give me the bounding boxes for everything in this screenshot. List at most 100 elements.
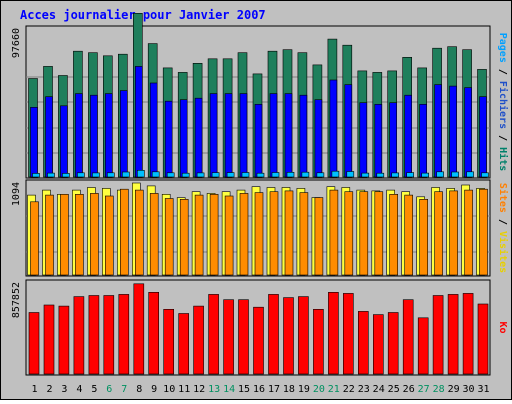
x-tick-label-11: 11 [178,384,190,395]
bar-ko-day-25 [387,312,399,375]
bar-sites-day-20 [314,197,324,276]
bar-fichiers-day-11 [179,99,188,178]
x-tick-label-18: 18 [283,384,295,395]
bar-sites-day-17 [269,191,279,276]
bar-pages-day-25 [391,172,400,178]
bar-ko-day-10 [163,308,174,375]
bar-pages-day-19 [301,171,310,178]
bar-pages-day-5 [92,172,100,178]
bar-sites-day-4 [75,194,84,276]
x-tick-label-24: 24 [373,384,385,395]
bar-pages-day-3 [62,173,70,178]
y-tick-label-ko: 857852 [11,282,22,318]
bar-ko-day-9 [148,291,159,375]
bar-ko-day-18 [283,297,294,375]
x-tick-label-25: 25 [388,384,400,395]
x-tick-label-23: 23 [358,384,370,395]
series-fichiers [30,66,487,178]
bar-pages-day-4 [77,172,85,178]
bar-fichiers-day-2 [45,96,53,178]
bar-sites-day-27 [419,199,429,276]
bar-fichiers-day-14 [224,93,233,178]
side-label-visites-sites: Sites / Visites [497,183,509,273]
side-label-pages-files-hits-part-4: Hits [497,147,509,171]
bar-ko-day-4 [73,296,85,375]
side-label-pages-files-hits: Pages / Fichiers / Hits [497,33,509,172]
bar-ko-day-7 [118,294,130,375]
x-tick-label-30: 30 [462,384,474,395]
bar-fichiers-day-27 [419,104,428,178]
bar-pages-day-16 [256,172,265,178]
side-label-visites-sites-part-1: / [497,213,508,231]
bar-fichiers-day-4 [75,93,83,178]
chart-title: Acces journalier pour Janvier 2007 [20,8,266,22]
bar-sites-day-22 [344,191,354,276]
bar-fichiers-day-1 [30,107,38,178]
bar-sites-day-29 [449,190,458,276]
bar-sites-day-18 [284,190,294,276]
bar-fichiers-day-9 [149,82,158,178]
x-tick-label-1: 1 [31,384,37,395]
bar-fichiers-day-12 [194,97,203,178]
x-tick-label-3: 3 [61,384,67,395]
side-label-visites-sites-part-2: Visites [497,231,509,273]
bar-ko-day-11 [178,313,189,375]
bar-pages-day-1 [32,173,40,178]
bar-sites-day-15 [239,193,249,276]
x-tick-label-8: 8 [136,384,142,395]
bar-pages-day-27 [421,172,430,178]
bar-fichiers-day-5 [90,94,98,178]
x-tick-label-13: 13 [208,384,220,395]
series-sites [30,188,488,276]
bar-pages-day-22 [346,171,355,178]
bar-sites-day-6 [105,195,114,276]
bar-ko-day-21 [328,291,339,375]
bar-pages-day-26 [406,172,415,178]
bar-sites-day-14 [224,195,234,276]
bar-pages-day-12 [196,172,205,178]
bar-ko-day-27 [417,317,429,375]
bar-fichiers-day-22 [344,84,353,178]
bar-ko-day-24 [372,314,384,375]
x-tick-label-19: 19 [298,384,310,395]
bar-ko-day-28 [432,295,444,375]
bar-pages-day-7 [122,171,130,178]
panel-ko: 857852 [11,279,491,376]
bar-ko-day-3 [58,305,70,375]
x-tick-label-6: 6 [106,384,112,395]
panel-pages-files-hits: 97660 [11,13,491,179]
bar-sites-day-5 [90,193,99,276]
bar-pages-day-23 [361,172,370,178]
bar-ko-day-17 [268,294,279,375]
x-tick-label-7: 7 [121,384,127,395]
side-label-ko: Ko [497,321,508,333]
bar-fichiers-day-19 [299,94,308,178]
bar-pages-day-20 [316,172,325,178]
bar-pages-day-8 [137,170,145,178]
bar-fichiers-day-20 [314,99,323,178]
bar-ko-day-15 [238,299,249,375]
bar-ko-day-6 [103,295,115,375]
y-tick-label-visites-sites: 1094 [11,182,22,206]
bar-sites-day-7 [120,188,129,276]
bar-pages-day-18 [286,172,295,178]
bar-sites-day-3 [60,194,69,276]
bar-sites-day-23 [359,191,369,276]
bar-pages-day-6 [107,172,115,178]
side-label-pages-files-hits-part-1: / [497,63,508,81]
bar-ko-day-22 [342,293,354,375]
bar-ko-day-2 [43,304,55,375]
bar-pages-day-28 [436,171,444,178]
bar-fichiers-day-15 [239,93,248,178]
bar-fichiers-day-29 [449,85,457,178]
x-tick-label-2: 2 [46,384,52,395]
side-label-pages-files-hits-part-2: Fichiers [497,81,509,129]
bar-sites-day-26 [404,194,414,276]
bar-ko-day-20 [313,308,324,375]
bar-fichiers-day-25 [389,102,398,178]
bar-pages-day-15 [241,172,250,178]
bar-fichiers-day-30 [464,87,472,178]
bar-fichiers-day-31 [479,96,487,178]
bar-pages-day-11 [181,172,190,178]
